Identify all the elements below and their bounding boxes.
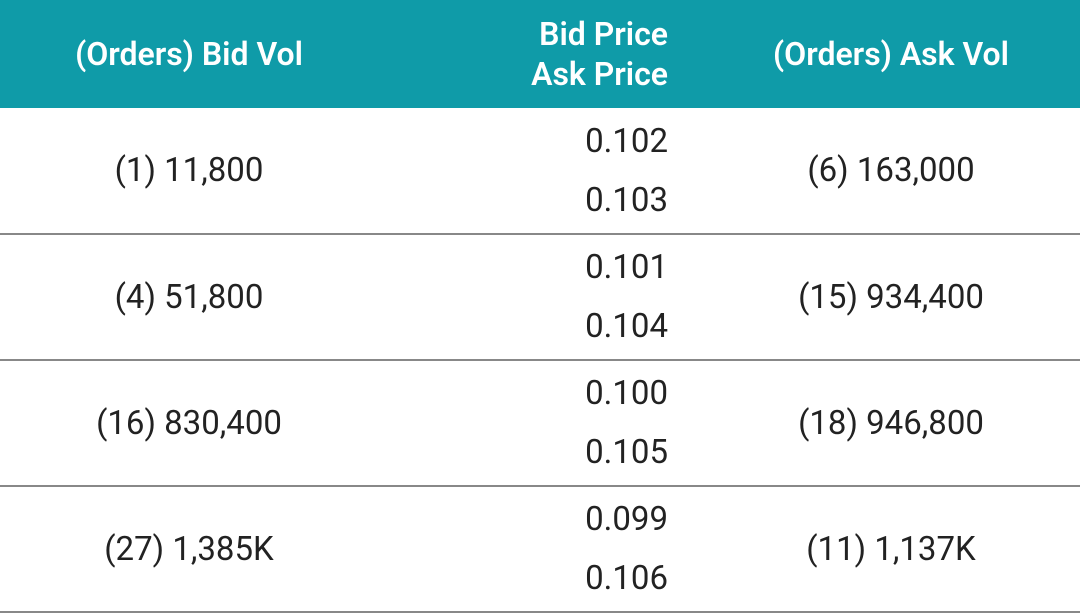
header-bid-vol: (Orders) Bid Vol [0,0,378,108]
bid-price: 0.099 [585,500,668,539]
table-header-row: (Orders) Bid Vol Bid Price Ask Price (Or… [0,0,1080,108]
table-row[interactable]: (27) 1,385K 0.099 0.106 (11) 1,137K [0,486,1080,612]
price-pair: 0.101 0.104 [388,248,668,346]
ask-vol: 934,400 [866,278,984,317]
ask-orders: (15) [798,278,858,317]
header-bid-price-label: Bid Price [388,14,668,54]
bid-price: 0.100 [585,374,668,413]
ask-orders: (6) [807,151,848,190]
ask-vol: 1,137K [874,530,975,569]
bid-vol: 830,400 [164,404,282,443]
ask-vol-cell: (18) 946,800 [702,360,1080,486]
table-row[interactable]: (4) 51,800 0.101 0.104 (15) 934,400 [0,234,1080,360]
bid-vol: 11,800 [164,151,263,190]
bid-vol: 51,800 [164,278,263,317]
order-book-table: (Orders) Bid Vol Bid Price Ask Price (Or… [0,0,1080,613]
header-ask-vol: (Orders) Ask Vol [702,0,1080,108]
ask-price: 0.103 [585,181,668,220]
ask-vol-cell: (15) 934,400 [702,234,1080,360]
bid-orders: (27) [104,530,164,569]
price-cell: 0.101 0.104 [378,234,702,360]
ask-price: 0.106 [585,559,668,598]
ask-vol-cell: (6) 163,000 [702,108,1080,234]
price-cell: 0.099 0.106 [378,486,702,612]
header-price: Bid Price Ask Price [378,0,702,108]
bid-price: 0.102 [585,122,668,161]
price-pair: 0.099 0.106 [388,500,668,598]
bid-orders: (16) [96,404,156,443]
bid-vol-cell: (4) 51,800 [0,234,378,360]
ask-vol-cell: (11) 1,137K [702,486,1080,612]
bid-price: 0.101 [585,248,668,287]
bid-vol: 1,385K [172,530,273,569]
ask-price: 0.105 [585,433,668,472]
price-pair: 0.100 0.105 [388,374,668,472]
ask-orders: (18) [798,404,858,443]
price-cell: 0.102 0.103 [378,108,702,234]
bid-vol-cell: (16) 830,400 [0,360,378,486]
ask-orders: (11) [806,530,866,569]
price-pair: 0.102 0.103 [388,122,668,220]
bid-vol-cell: (27) 1,385K [0,486,378,612]
bid-orders: (4) [115,278,156,317]
price-cell: 0.100 0.105 [378,360,702,486]
bid-orders: (1) [115,151,156,190]
table-row[interactable]: (16) 830,400 0.100 0.105 (18) 946,800 [0,360,1080,486]
ask-vol: 946,800 [866,404,984,443]
ask-price: 0.104 [585,307,668,346]
table-row[interactable]: (1) 11,800 0.102 0.103 (6) 163,000 [0,108,1080,234]
table-body: (1) 11,800 0.102 0.103 (6) 163,000 (4) 5 [0,108,1080,612]
bid-vol-cell: (1) 11,800 [0,108,378,234]
ask-vol: 163,000 [857,151,975,190]
header-ask-price-label: Ask Price [388,54,668,94]
